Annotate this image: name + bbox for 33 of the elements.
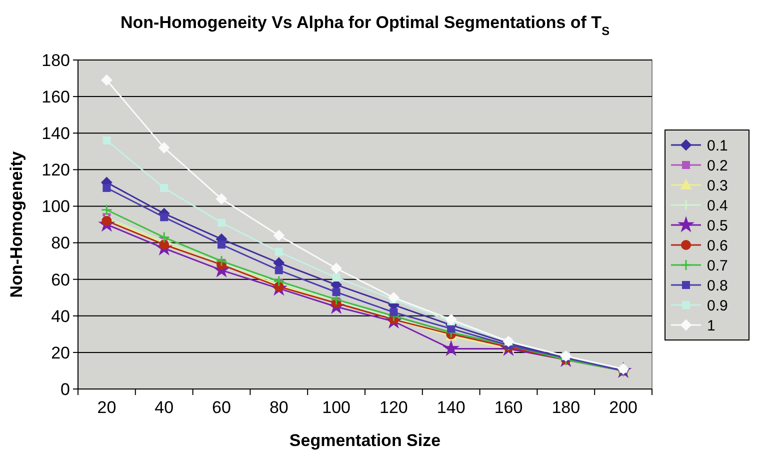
- legend-label: 0.3: [707, 177, 728, 194]
- x-tick-label: 120: [380, 398, 408, 417]
- legend-label: 0.9: [707, 297, 728, 314]
- x-tick-label: 40: [154, 398, 174, 417]
- y-tick-label: 0: [60, 380, 70, 399]
- y-tick-label: 60: [51, 270, 70, 290]
- x-tick-label: 140: [436, 398, 466, 417]
- legend-label: 0.1: [707, 137, 728, 154]
- y-tick-label: 140: [42, 124, 70, 144]
- x-tick-label: 160: [494, 398, 523, 417]
- legend-label: 1: [707, 317, 716, 334]
- y-tick-label: 160: [42, 88, 70, 107]
- x-tick-label: 180: [552, 398, 580, 417]
- y-tick-label: 100: [42, 197, 70, 216]
- legend-label: 0.7: [707, 257, 728, 274]
- x-tick-label: 60: [212, 398, 231, 417]
- legend-label: 0.2: [707, 157, 728, 174]
- y-tick-label: 40: [51, 306, 70, 326]
- legend-label: 0.5: [707, 217, 728, 234]
- x-tick-label: 20: [97, 398, 116, 417]
- x-axis-title: Segmentation Size: [289, 431, 441, 450]
- y-tick-label: 120: [42, 160, 70, 180]
- y-tick-label: 180: [42, 50, 70, 70]
- chart-title: Non-Homogeneity Vs Alpha for Optimal Segmentations of T$_{S}$: [120, 13, 610, 38]
- x-tick-label: 200: [609, 398, 638, 417]
- legend-label: 0.8: [707, 277, 728, 294]
- y-tick-label: 20: [51, 343, 70, 362]
- x-tick-label: 80: [269, 398, 288, 417]
- legend-label: 0.4: [707, 197, 728, 214]
- x-tick-label: 100: [322, 398, 350, 417]
- y-axis-title: Non-Homogeneity: [7, 150, 26, 298]
- y-tick-label: 80: [51, 234, 70, 253]
- legend-label: 0.6: [707, 237, 728, 254]
